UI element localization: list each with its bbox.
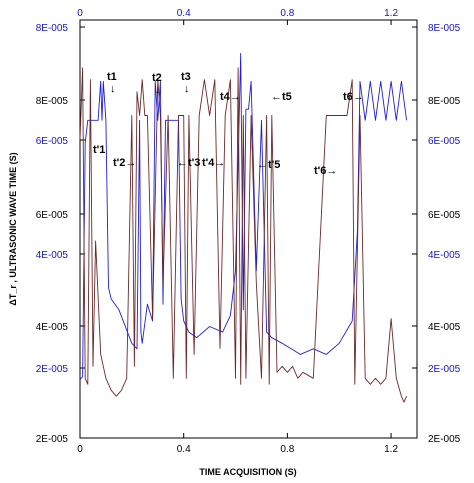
annotation-tp4: t'4→ — [202, 157, 225, 169]
annotation-t6: t6→ — [343, 91, 364, 103]
y-tick-label-left-blue: 2E-005 — [36, 364, 69, 375]
annotation-t2: t2 — [152, 72, 162, 84]
x-tick-label: 0.8 — [280, 444, 294, 455]
annotation-tp1: t'1 — [93, 144, 105, 156]
y-tick-label-right: 6E-005 — [428, 210, 461, 221]
y-tick-label-left-blue: 4E-005 — [36, 250, 69, 261]
y-tick-label-right: 4E-005 — [428, 322, 461, 333]
axis-ticks: 0 0 0.4 0.4 0.8 0.8 1.2 1.2 2E-005 4E-005 6E-005 8E… — [36, 8, 461, 455]
annotation-arrow-down: ↓ — [184, 83, 190, 95]
annotation-arrow-down: ↓ — [110, 83, 116, 95]
x-tick-label: 1.2 — [384, 444, 398, 455]
annotation-arrow-down: ↓ — [155, 84, 161, 96]
y-tick-label-right-blue: 2E-005 — [428, 364, 461, 375]
x-tick-label: 0 — [77, 444, 83, 455]
x-tick-label-top: 1.2 — [384, 8, 398, 19]
x-tick-label-top: 0.4 — [177, 8, 191, 19]
y-tick-label-left-blue: 8E-005 — [36, 23, 69, 34]
annotation-tp3: ←t'3 — [177, 157, 200, 169]
x-axis-title: TIME ACQUISITION (S) — [199, 467, 296, 477]
annotation-t1: t1 — [107, 71, 117, 83]
x-tick-label-top: 0 — [77, 8, 83, 19]
annotations: t1↓t2↓t3↓t4→ ←t5 t6→t'1t'2→ ←t'3 t'4→ ←t'5 t'6… — [93, 71, 364, 177]
y-tick-label-left: 8E-005 — [36, 96, 69, 107]
y-tick-label-left: 2E-005 — [36, 434, 69, 445]
plot-frame — [79, 19, 418, 439]
annotation-tp6: t'6→ — [314, 165, 337, 177]
annotation-tp2: t'2→ — [113, 157, 136, 169]
series-group — [79, 52, 408, 403]
y-tick-label-right: 2E-005 — [428, 434, 461, 445]
y-tick-label-right-blue: 6E-005 — [428, 136, 461, 147]
x-tick-label-top: 0.8 — [280, 8, 294, 19]
y-tick-label-left-blue: 6E-005 — [36, 136, 69, 147]
y-tick-label-right-blue: 4E-005 — [428, 250, 461, 261]
annotation-t4: t4→ — [220, 91, 241, 103]
series-line-brown — [79, 67, 408, 403]
y-tick-label-left: 4E-005 — [36, 322, 69, 333]
annotation-tp5: ←t'5 — [257, 159, 280, 171]
y-tick-label-left: 6E-005 — [36, 210, 69, 221]
x-tick-label: 0.4 — [177, 444, 191, 455]
annotation-t5: ←t5 — [271, 91, 292, 103]
y-tick-label-right: 8E-005 — [428, 96, 461, 107]
y-axis-title: ΔT_r , ULTRASONIC WAVE TIME (S) — [8, 152, 18, 305]
y-tick-label-right-blue: 8E-005 — [428, 23, 461, 34]
annotation-t3: t3 — [181, 71, 191, 83]
